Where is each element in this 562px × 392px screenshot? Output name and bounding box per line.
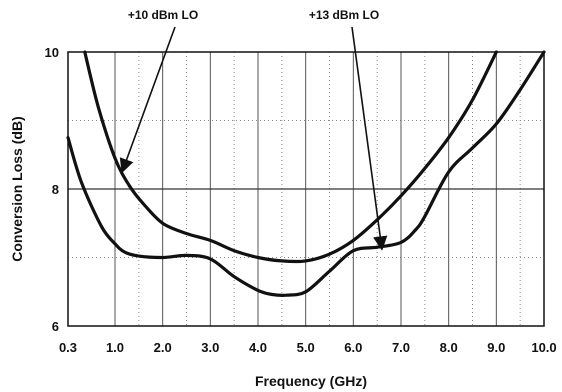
x-tick-label: 6.0 bbox=[344, 340, 362, 355]
x-tick-label: 0.3 bbox=[59, 340, 77, 355]
y-tick-labels: 6 8 10 bbox=[45, 45, 59, 334]
x-tick-label: 1.0 bbox=[106, 340, 124, 355]
x-tick-label: 3.0 bbox=[201, 340, 219, 355]
series-layer bbox=[66, 50, 546, 297]
x-tick-label: 8.0 bbox=[440, 340, 458, 355]
y-tick-label: 10 bbox=[45, 45, 59, 60]
y-axis-title: Conversion Loss (dB) bbox=[9, 116, 25, 261]
annotation-arrow bbox=[119, 26, 176, 174]
annotation-arrow bbox=[351, 26, 388, 251]
x-axis-title: Frequency (GHz) bbox=[255, 373, 367, 389]
x-tick-label: 9.0 bbox=[487, 340, 505, 355]
x-tick-labels: 0.3 1.0 2.0 3.0 4.0 5.0 6.0 7.0 8.0 9.0 10.0 bbox=[59, 340, 557, 355]
y-tick-label: 8 bbox=[52, 182, 59, 197]
x-tick-label: 5.0 bbox=[297, 340, 315, 355]
series-line-2 bbox=[66, 50, 546, 297]
major-grid bbox=[68, 52, 544, 326]
x-tick-label: 4.0 bbox=[249, 340, 267, 355]
x-tick-label: 10.0 bbox=[531, 340, 556, 355]
annotation-label: +10 dBm LO bbox=[128, 8, 198, 22]
plot-frame bbox=[67, 51, 545, 327]
annotation-label: +13 dBm LO bbox=[309, 8, 379, 22]
y-tick-label: 6 bbox=[52, 319, 59, 334]
x-tick-label: 7.0 bbox=[392, 340, 410, 355]
series-line-1 bbox=[83, 50, 498, 264]
x-tick-label: 2.0 bbox=[154, 340, 172, 355]
annotation-layer: +10 dBm LO +13 dBm LO bbox=[119, 8, 388, 251]
